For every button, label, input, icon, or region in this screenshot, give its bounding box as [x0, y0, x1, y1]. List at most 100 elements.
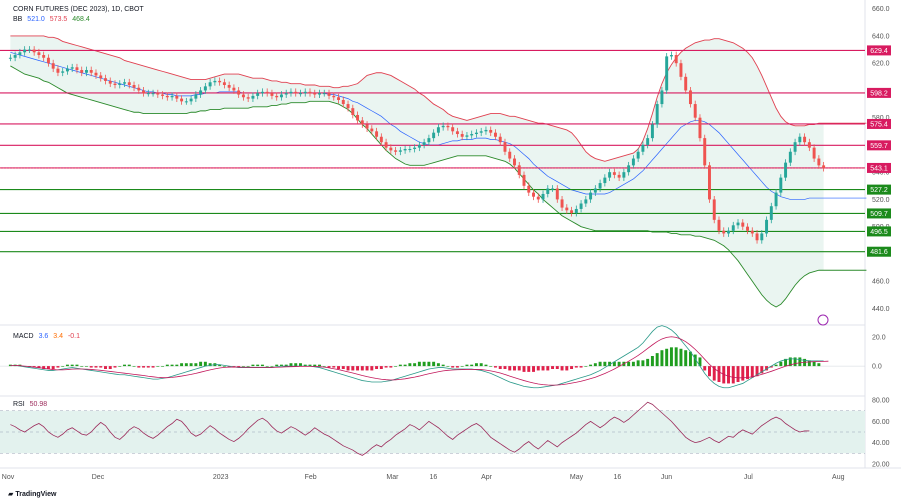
- candle-body: [246, 97, 250, 99]
- candle-body: [750, 230, 754, 234]
- candle-body: [203, 86, 207, 91]
- candle-body: [346, 104, 350, 109]
- macd-histogram-bar: [365, 366, 369, 371]
- macd-hist-value: -0.1: [67, 333, 81, 340]
- candle-body: [408, 149, 412, 151]
- candle-body: [161, 94, 165, 96]
- rsi-label: RSI: [13, 401, 25, 408]
- candle-body: [61, 71, 65, 73]
- candle-body: [555, 188, 559, 200]
- candle-body: [603, 177, 607, 184]
- candle-body: [275, 95, 279, 98]
- candle-body: [184, 101, 188, 103]
- macd-histogram-bar: [46, 366, 50, 369]
- macd-histogram-bar: [123, 364, 126, 367]
- candle-body: [570, 210, 574, 214]
- candle-body: [13, 55, 17, 58]
- candle-body: [251, 95, 255, 99]
- macd-histogram-bar: [65, 364, 69, 367]
- macd-histogram-bar: [389, 366, 393, 368]
- candle-body: [227, 85, 231, 88]
- macd-histogram-bar: [289, 363, 293, 367]
- macd-histogram-bar: [455, 366, 459, 368]
- macd-histogram-bar: [784, 358, 788, 367]
- macd-histogram-bar: [222, 366, 226, 367]
- macd-histogram-bar: [265, 366, 269, 367]
- macd-histogram-bar: [303, 364, 307, 367]
- candle-body: [218, 80, 222, 83]
- macd-histogram-bar: [356, 366, 360, 371]
- candle-body: [807, 142, 811, 148]
- price-tick-label: 620.0: [872, 61, 890, 68]
- candle-body: [498, 136, 502, 143]
- rsi-legend: RSI 50.98: [13, 400, 50, 409]
- candle-body: [75, 67, 79, 71]
- macd-histogram-bar: [80, 366, 84, 367]
- macd-histogram-bar: [175, 364, 179, 367]
- macd-histogram-bar: [194, 363, 198, 367]
- time-tick-label: Dec: [92, 474, 105, 481]
- level-badge-559.7: [867, 140, 891, 151]
- lightning-icon: [817, 314, 829, 326]
- macd-histogram-bar: [199, 361, 203, 367]
- price-tick-label: 460.0: [872, 279, 890, 286]
- bb-label: BB: [13, 16, 23, 23]
- macd-label: MACD: [13, 333, 34, 340]
- candle-body: [18, 52, 22, 56]
- macd-histogram-bar: [565, 366, 569, 371]
- macd-histogram-bar: [279, 364, 283, 367]
- candle-body: [493, 132, 497, 137]
- macd-histogram-bar: [241, 366, 245, 367]
- macd-histogram-bar: [746, 366, 750, 380]
- macd-histogram-bar: [327, 366, 331, 368]
- candle-body: [560, 199, 564, 208]
- macd-histogram-bar: [108, 366, 112, 369]
- macd-histogram-bar: [560, 366, 564, 371]
- macd-histogram-bar: [146, 366, 150, 368]
- candle-body: [574, 208, 578, 214]
- candle-body: [170, 95, 174, 98]
- candle-body: [308, 91, 312, 94]
- candle-body: [817, 158, 821, 166]
- macd-histogram-bar: [118, 366, 122, 367]
- candle-body: [142, 90, 146, 94]
- candle-body: [565, 207, 569, 211]
- macd-histogram-bar: [142, 366, 146, 368]
- candle-body: [760, 233, 764, 241]
- macd-histogram-bar: [489, 366, 493, 367]
- tradingview-logo[interactable]: ▰ TradingView: [8, 490, 56, 498]
- candle-body: [688, 90, 692, 105]
- time-tick-label: Jul: [744, 474, 753, 481]
- macd-histogram-bar: [398, 364, 402, 367]
- macd-histogram-bar: [256, 364, 260, 367]
- candle-body: [108, 80, 112, 84]
- macd-histogram-bar: [646, 358, 650, 367]
- macd-histogram-bar: [422, 361, 426, 367]
- candle-body: [522, 174, 526, 186]
- candle-body: [303, 91, 307, 94]
- macd-histogram-bar: [765, 366, 769, 371]
- macd-histogram-bar: [817, 363, 821, 367]
- tv-logo-icon: ▰: [8, 491, 14, 498]
- candle-body: [608, 172, 612, 178]
- macd-histogram-bar: [779, 361, 783, 367]
- candle-body: [132, 85, 136, 88]
- macd-histogram-bar: [679, 348, 683, 367]
- candle-body: [655, 104, 659, 125]
- candle-body: [165, 95, 169, 98]
- rsi-line: [10, 401, 810, 456]
- candle-body: [551, 188, 555, 190]
- level-badge-496.5: [867, 226, 891, 237]
- candle-body: [684, 76, 688, 91]
- macd-histogram-bar: [332, 366, 336, 368]
- level-badge-543.1: [867, 162, 891, 173]
- macd-histogram-bar: [284, 364, 288, 367]
- candle-body: [717, 219, 721, 231]
- candle-body: [436, 127, 440, 133]
- time-tick-label: 16: [614, 474, 622, 481]
- candle-body: [318, 93, 321, 95]
- macd-histogram-bar: [617, 361, 621, 367]
- macd-histogram-bar: [432, 361, 436, 367]
- macd-histogram-bar: [104, 366, 107, 369]
